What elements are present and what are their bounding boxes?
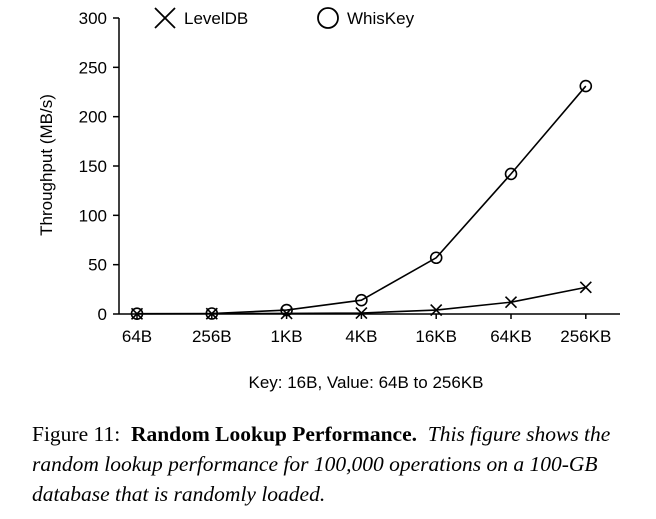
data-point-leveldb bbox=[430, 303, 443, 317]
data-point-whiskey bbox=[504, 167, 518, 181]
data-point-whiskey bbox=[355, 293, 368, 307]
series-line-whiskey bbox=[136, 85, 587, 315]
y-axis-label: Throughput (MB/s) bbox=[37, 94, 56, 236]
data-point-whiskey bbox=[205, 307, 219, 320]
figure-caption: Figure 11: Random Lookup Performance. Th… bbox=[32, 419, 650, 509]
x-tick-label: 64KB bbox=[490, 327, 532, 346]
data-point-whiskey bbox=[429, 251, 443, 265]
data-point-whiskey bbox=[130, 307, 144, 321]
legend: LevelDB WhisKey bbox=[154, 7, 415, 29]
legend-marker-whiskey bbox=[317, 7, 339, 29]
legend-label-whiskey: WhisKey bbox=[347, 9, 415, 28]
x-tick-label: 256B bbox=[192, 327, 232, 346]
y-tick-label: 300 bbox=[79, 9, 107, 28]
data-point-leveldb bbox=[579, 281, 592, 294]
axes bbox=[118, 18, 620, 315]
caption-text: This figure shows the random lookup perf… bbox=[32, 422, 611, 506]
y-tick-label: 150 bbox=[79, 157, 107, 176]
data-point-whiskey bbox=[280, 303, 293, 317]
chart: 0 50 100 150 200 250 300 64B 256B 1KB 4KB 16KB 64KB… bbox=[37, 7, 620, 392]
caption-title: Random Lookup Performance. bbox=[130, 422, 417, 446]
data-point-leveldb bbox=[355, 306, 368, 320]
y-ticks: 0 50 100 150 200 250 300 bbox=[79, 9, 119, 324]
legend-marker-leveldb bbox=[154, 7, 176, 29]
x-axis-label: Key: 16B, Value: 64B to 256KB bbox=[248, 373, 483, 392]
x-ticks: 64B 256B 1KB 4KB 16KB 64KB 256KB bbox=[122, 314, 611, 346]
series bbox=[130, 79, 593, 321]
caption-prefix: Figure 11: bbox=[32, 422, 121, 446]
y-tick-label: 0 bbox=[98, 305, 107, 324]
x-tick-label: 64B bbox=[122, 327, 152, 346]
x-tick-label: 4KB bbox=[345, 327, 377, 346]
x-tick-label: 1KB bbox=[271, 327, 303, 346]
y-tick-label: 200 bbox=[79, 108, 107, 127]
x-tick-label: 16KB bbox=[415, 327, 457, 346]
y-tick-label: 250 bbox=[79, 58, 107, 77]
legend-label-leveldb: LevelDB bbox=[184, 9, 248, 28]
data-point-leveldb bbox=[504, 296, 518, 309]
y-tick-label: 100 bbox=[79, 206, 107, 225]
y-tick-label: 50 bbox=[88, 256, 107, 275]
data-point-whiskey bbox=[579, 79, 593, 93]
x-tick-label: 256KB bbox=[560, 327, 611, 346]
